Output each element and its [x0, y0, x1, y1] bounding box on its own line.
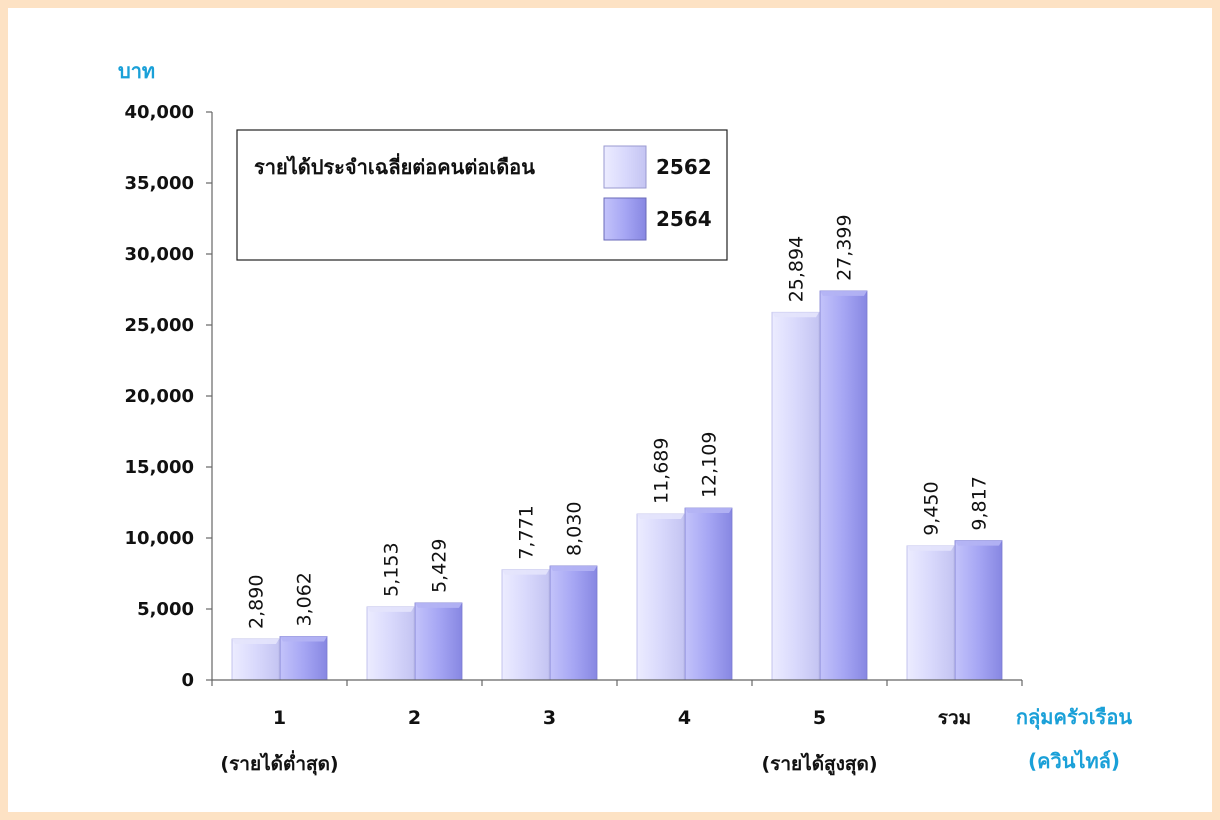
bars-group: 2,890 3,062 5,153 5,429 7,771 8,030 11,689 12,1…: [231, 214, 1003, 681]
bar-2562-2: [366, 606, 415, 681]
y-tick-label: 35,000: [125, 173, 194, 194]
data-label: 3,062: [294, 572, 316, 626]
x-tick-sublabel: (รายได้ต่ำสุด): [220, 750, 338, 776]
bar-2564-4: [684, 507, 733, 681]
y-axis: 0 5,000 10,000 15,000 20,000 25,000 30,000 35,0…: [125, 102, 213, 691]
data-label: 11,689: [651, 438, 673, 504]
bar-2564-3: [549, 565, 598, 681]
y-tick-label: 15,000: [125, 457, 194, 478]
y-tick-label: 20,000: [125, 386, 194, 407]
x-tick-label: 2: [408, 707, 421, 729]
bar-bevel: [232, 638, 279, 644]
data-label: 8,030: [564, 502, 586, 556]
y-tick-label: 0: [181, 670, 194, 691]
x-tick-label: 3: [543, 707, 556, 729]
x-tick-sublabel: (รายได้สูงสุด): [761, 752, 877, 776]
data-label: 7,771: [516, 505, 538, 559]
bar-bevel: [550, 565, 597, 571]
x-tick-label: 5: [813, 707, 826, 729]
legend: รายได้ประจำเฉลี่ยต่อคนต่อเดือน 2562 2564: [236, 129, 728, 261]
data-label: 5,429: [429, 539, 451, 593]
x-axis: 1 (รายได้ต่ำสุด) 2 3 4 5 (รายได้สูงสุด) รวม: [211, 679, 1023, 776]
bar-2562-รวม: [906, 545, 955, 681]
bar-bevel: [820, 290, 867, 296]
bar-2564-รวม: [954, 540, 1003, 681]
data-label: 25,894: [786, 236, 808, 302]
y-axis-label: บาท: [118, 59, 155, 83]
x-axis-label-line1: กลุ่มครัวเรือน: [1016, 705, 1132, 730]
y-tick-label: 5,000: [137, 599, 194, 620]
bar-2562-3: [501, 569, 550, 681]
data-label: 5,153: [381, 542, 403, 596]
legend-label-2564: 2564: [656, 207, 712, 231]
legend-box: [236, 129, 728, 261]
legend-label-2562: 2562: [656, 155, 712, 179]
bar-bevel: [907, 545, 954, 551]
legend-swatch-2562: [603, 145, 647, 189]
bar-bevel: [367, 606, 414, 612]
bar-bevel: [955, 540, 1002, 546]
bar-2564-1: [279, 636, 328, 681]
x-axis-label-line2: (ควินไทล์): [1028, 749, 1120, 773]
bar-2562-5: [771, 311, 820, 681]
y-tick-label: 30,000: [125, 244, 194, 265]
bar-bevel: [637, 514, 684, 520]
bar-2564-2: [414, 602, 463, 681]
bar-bevel: [772, 312, 819, 318]
bar-2564-5: [819, 290, 868, 681]
x-tick-label: 1: [273, 707, 286, 729]
bar-bevel: [502, 569, 549, 575]
bar-bevel: [415, 602, 462, 608]
bar-2562-1: [231, 638, 280, 681]
data-label: 2,890: [246, 575, 268, 629]
y-tick-label: 25,000: [125, 315, 194, 336]
y-tick-label: 10,000: [125, 528, 194, 549]
y-tick-label: 40,000: [125, 102, 194, 123]
data-label: 12,109: [699, 432, 721, 498]
x-tick-label: 4: [678, 707, 691, 729]
bar-bevel: [280, 636, 327, 642]
bar-bevel: [685, 508, 732, 514]
data-label: 27,399: [834, 214, 856, 280]
data-label: 9,817: [969, 476, 991, 530]
legend-swatch-2564: [603, 197, 647, 241]
legend-title: รายได้ประจำเฉลี่ยต่อคนต่อเดือน: [254, 152, 535, 179]
data-label: 9,450: [921, 481, 943, 535]
bar-2562-4: [636, 513, 685, 681]
x-tick-label: รวม: [938, 707, 971, 729]
